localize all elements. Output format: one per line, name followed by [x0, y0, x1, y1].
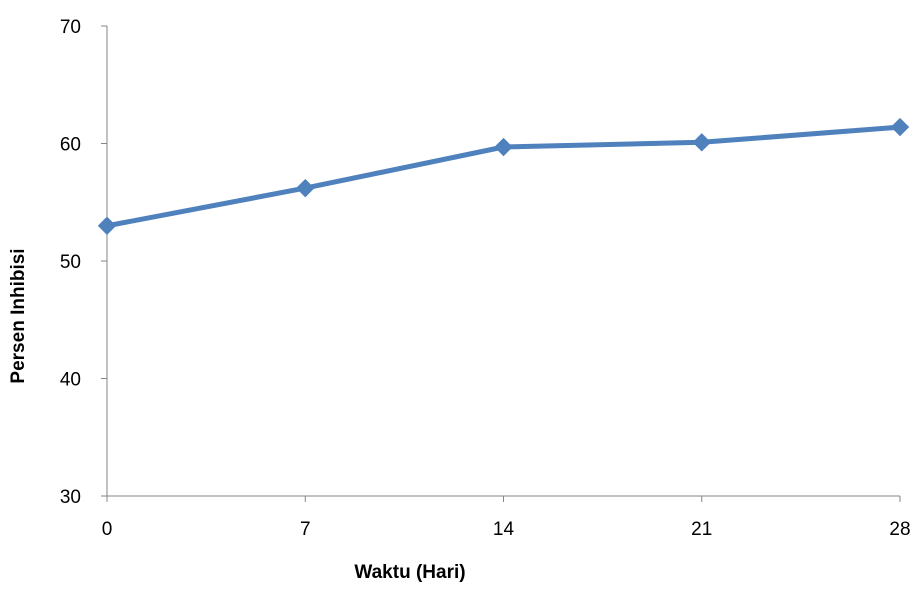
y-axis-title: Persen Inhibisi: [8, 248, 29, 383]
y-tick-label: 50: [60, 252, 81, 273]
data-point-marker: [97, 216, 117, 235]
x-tick-label: 7: [300, 519, 311, 540]
x-axis-ticks: 0 7 14 21 28: [102, 496, 911, 540]
data-point-marker: [692, 133, 711, 152]
y-tick-label: 70: [60, 17, 81, 38]
data-point-marker: [296, 178, 315, 198]
x-tick-label: 0: [102, 519, 113, 540]
data-point-marker: [494, 137, 513, 157]
x-tick-label: 28: [889, 519, 910, 540]
y-axis-ticks: 30 40 50 60 70: [60, 17, 107, 508]
y-tick-label: 60: [60, 135, 81, 156]
x-tick-label: 21: [691, 519, 712, 540]
plot-area: [97, 117, 910, 235]
x-tick-label: 14: [493, 519, 515, 540]
y-tick-label: 30: [60, 487, 81, 508]
x-axis-title: Waktu (Hari): [354, 562, 465, 583]
y-tick-label: 40: [60, 370, 81, 391]
data-point-marker: [890, 117, 910, 137]
